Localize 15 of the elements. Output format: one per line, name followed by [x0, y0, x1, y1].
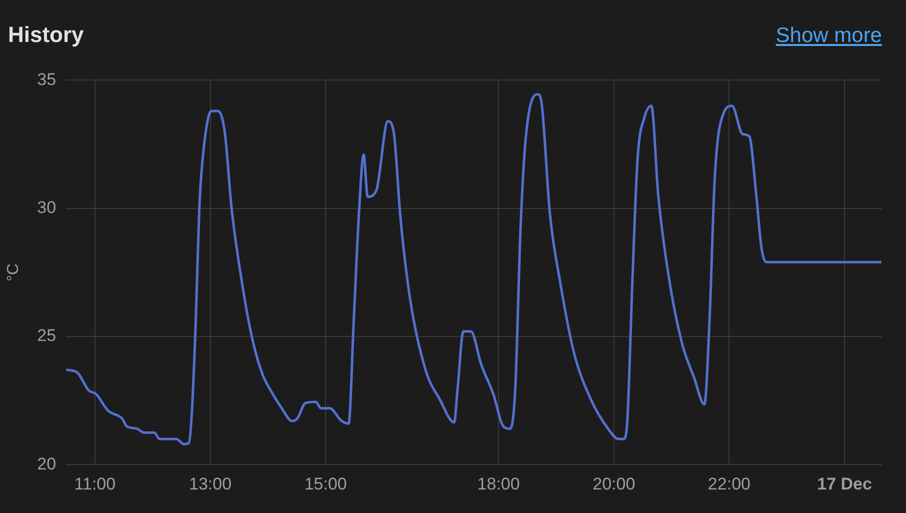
- x-tick-label: 11:00: [74, 474, 116, 494]
- x-tick-label: 22:00: [708, 474, 750, 494]
- line-series: [66, 93, 882, 446]
- x-tick-label: 15:00: [304, 474, 347, 494]
- y-tick-label: 25: [37, 326, 56, 346]
- chart-title: History: [8, 22, 84, 48]
- y-tick-label: 20: [37, 454, 56, 474]
- x-tick-label: 20:00: [592, 474, 636, 494]
- y-tick-label: 35: [37, 70, 56, 89]
- x-tick-label: 13:00: [188, 474, 232, 494]
- x-tick-label: 17 Dec: [817, 474, 872, 494]
- text: Show more: [776, 24, 882, 48]
- y-axis-title: °C: [5, 263, 22, 282]
- x-tick-label: 18:00: [477, 474, 520, 494]
- y-tick-label: 30: [37, 198, 56, 218]
